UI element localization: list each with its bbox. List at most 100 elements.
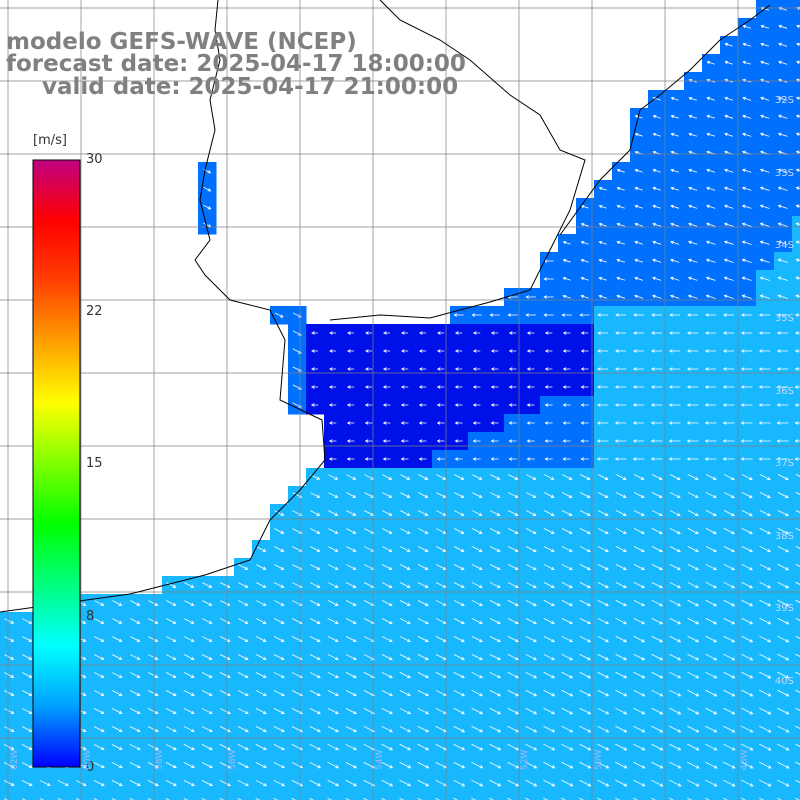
wind-arrow	[346, 546, 357, 552]
wind-arrow	[687, 563, 699, 571]
wind-arrow	[184, 636, 195, 642]
wind-arrow	[147, 690, 159, 696]
wind-arrow	[399, 707, 411, 715]
field-cell	[504, 792, 523, 800]
wind-arrow	[687, 258, 698, 263]
wind-arrow	[417, 654, 429, 661]
colorbar-tick-8: 8	[86, 609, 95, 624]
wind-arrow	[436, 349, 445, 353]
wind-arrow	[795, 743, 800, 747]
wind-arrow	[381, 564, 393, 570]
wind-arrow	[508, 403, 517, 407]
wind-arrow	[328, 385, 337, 389]
wind-arrow	[615, 725, 628, 733]
field-cell	[792, 90, 800, 109]
wind-arrow	[346, 474, 357, 480]
wind-arrow	[327, 690, 339, 697]
wind-arrow	[777, 779, 790, 787]
wind-arrow	[381, 779, 394, 787]
wind-arrow	[273, 797, 278, 800]
field-cell	[792, 756, 800, 775]
wind-arrow	[508, 439, 517, 443]
wind-arrow	[615, 582, 627, 589]
wind-arrow	[650, 367, 663, 371]
wind-arrow	[776, 403, 789, 407]
wind-arrow	[309, 654, 321, 661]
wind-arrow	[328, 528, 339, 534]
field-cell	[792, 774, 800, 793]
wind-arrow	[418, 439, 427, 443]
wind-arrow	[346, 421, 355, 425]
field-cell	[792, 54, 800, 73]
wind-arrow	[165, 690, 177, 696]
wind-arrow	[327, 725, 339, 733]
wind-arrow	[795, 132, 800, 137]
wind-arrow	[615, 599, 627, 607]
field-cell	[792, 18, 800, 37]
wind-arrow	[219, 636, 231, 642]
wind-arrow	[345, 743, 358, 751]
wind-arrow	[741, 653, 754, 661]
wind-arrow	[723, 617, 736, 625]
wind-arrow	[329, 349, 337, 353]
lon-label: 56W	[228, 749, 238, 770]
wind-arrow	[399, 564, 411, 570]
wind-arrow	[741, 563, 754, 571]
wind-arrow	[758, 385, 771, 389]
wind-arrow	[526, 403, 535, 407]
wind-arrow	[759, 114, 770, 119]
field-cell	[108, 792, 127, 800]
wind-arrow	[165, 762, 177, 769]
wind-arrow	[543, 582, 555, 589]
wind-arrow	[417, 672, 429, 679]
wind-arrow	[723, 204, 734, 209]
wind-arrow	[489, 797, 494, 800]
wind-arrow	[633, 546, 645, 553]
wind-arrow	[651, 725, 664, 733]
wind-arrow	[255, 797, 260, 800]
wind-arrow	[580, 421, 589, 425]
wind-arrow	[777, 168, 788, 173]
wind-arrow	[741, 510, 753, 517]
wind-arrow	[381, 761, 394, 769]
wind-arrow	[652, 132, 661, 137]
wind-arrow	[795, 276, 800, 280]
wind-arrow	[705, 725, 718, 733]
wind-arrow	[327, 636, 339, 643]
wind-arrow	[399, 600, 411, 607]
wind-arrow	[544, 331, 553, 335]
wind-arrow	[668, 403, 681, 407]
wind-arrow	[561, 528, 573, 535]
wind-arrow	[562, 403, 571, 407]
wind-arrow	[760, 24, 770, 29]
wind-arrow	[580, 385, 589, 389]
field-cell	[684, 792, 703, 800]
wind-arrow	[525, 618, 537, 625]
wind-arrow	[794, 349, 800, 353]
wind-arrow	[94, 672, 105, 678]
wind-arrow	[759, 581, 772, 589]
wind-arrow	[759, 258, 770, 263]
wind-arrow	[795, 545, 800, 549]
wind-arrow	[668, 439, 681, 443]
wind-arrow	[741, 258, 752, 263]
wind-arrow	[651, 564, 663, 571]
wind-arrow	[758, 331, 771, 335]
field-cell	[792, 198, 800, 217]
wind-arrow	[688, 186, 698, 191]
wind-arrow	[651, 546, 663, 553]
wind-arrow	[723, 563, 736, 571]
wind-arrow	[490, 331, 499, 335]
wind-arrow	[580, 294, 589, 299]
wind-arrow	[508, 349, 517, 353]
wind-arrow	[489, 743, 502, 751]
wind-arrow	[525, 743, 538, 751]
wind-arrow	[543, 761, 556, 769]
wind-arrow	[597, 331, 609, 335]
wind-arrow	[166, 600, 177, 606]
coastline	[0, 0, 771, 613]
wind-arrow	[615, 797, 620, 800]
wind-arrow	[687, 599, 700, 607]
colorbar-tick-30: 30	[86, 152, 103, 167]
